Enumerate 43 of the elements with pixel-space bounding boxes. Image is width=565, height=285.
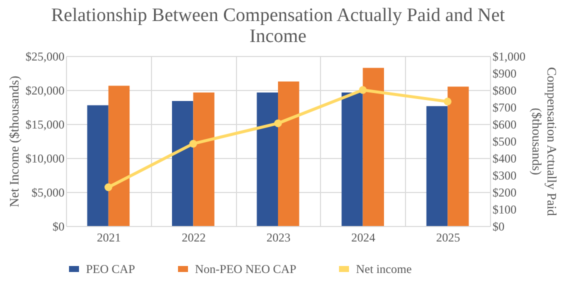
bar: [426, 106, 448, 226]
point: [104, 183, 112, 192]
y-axis-title: Net Income ($thousands): [6, 76, 22, 208]
y2-tick-label: $800: [492, 84, 516, 98]
x-tick-label: 2021: [96, 230, 121, 244]
y-tick-label: $0: [52, 220, 64, 234]
chart-title: Relationship Between Compensation Actually Paid and Net Income: [51, 5, 506, 47]
legend-label: Net income: [356, 262, 412, 276]
bar: [108, 86, 130, 226]
y2-tick-label: $1,000: [492, 50, 526, 64]
bar: [362, 68, 384, 226]
y-tick-label: $5,000: [32, 186, 64, 200]
bar: [278, 82, 300, 226]
y2-tick-label: $200: [492, 186, 516, 200]
y2-tick-label: $300: [492, 168, 516, 182]
y-tick-label: $25,000: [26, 50, 64, 64]
y-tick-label: $20,000: [26, 84, 64, 98]
point: [274, 119, 282, 128]
legend-label: PEO CAP: [86, 262, 136, 276]
legend-label: Non-PEO NEO CAP: [195, 262, 297, 276]
point: [358, 86, 367, 94]
y2-tick-label: $400: [492, 152, 516, 166]
bar: [448, 86, 469, 226]
bar: [256, 92, 278, 226]
point: [444, 98, 452, 106]
y2-tick-label: $900: [492, 66, 516, 80]
y-tick-label: $15,000: [26, 118, 64, 132]
x-tick-label: 2022: [182, 230, 206, 244]
y2-tick-label: $500: [492, 134, 516, 148]
y2-axis-title: Compensation Actually Paid ($thousands): [530, 67, 560, 216]
x-tick-label: 2024: [351, 230, 376, 244]
bar: [342, 92, 363, 226]
y2-tick-label: $0: [492, 220, 504, 234]
y2-tick-label: $100: [492, 202, 516, 216]
x-tick-label: 2023: [266, 230, 290, 244]
x-tick-label: 2025: [436, 230, 460, 244]
bar: [193, 92, 214, 226]
y-tick-label: $10,000: [26, 152, 64, 166]
y2-tick-label: $700: [492, 100, 516, 114]
point: [189, 140, 198, 148]
bar: [87, 105, 108, 226]
bar: [172, 101, 194, 226]
y2-tick-label: $600: [492, 118, 516, 132]
